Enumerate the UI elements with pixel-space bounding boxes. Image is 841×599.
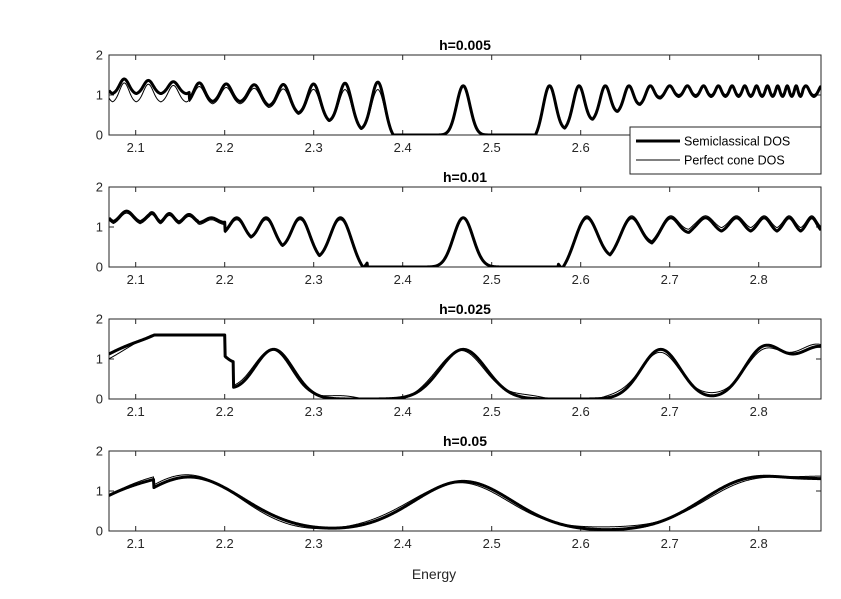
- x-tick-label: 2.1: [127, 404, 145, 419]
- x-tick-label: 2.6: [572, 272, 590, 287]
- x-tick-label: 2.3: [305, 404, 323, 419]
- legend: Semiclassical DOS Perfect cone DOS: [629, 126, 822, 175]
- panel-3: 2.1 2.2 2.3 2.4 2.5 2.6 2.7 2.8 0 1 2 h=0.025: [96, 301, 822, 419]
- panel-2: 2.1 2.2 2.3 2.4 2.5 2.6 2.7 2.8 0 1 2 h=0.01: [96, 169, 822, 287]
- x-tick-label: 2.4: [394, 536, 412, 551]
- x-tick-label: 2.3: [305, 140, 323, 155]
- x-tick-label: 2.2: [216, 404, 234, 419]
- legend-box: [629, 126, 822, 175]
- x-tick-label: 2.7: [661, 404, 679, 419]
- panel-title: h=0.025: [439, 301, 491, 317]
- x-tick-label: 2.8: [750, 536, 768, 551]
- y-tick-label: 2: [96, 444, 103, 459]
- x-tick-label: 2.7: [661, 272, 679, 287]
- perfect-cone-dos-line: [109, 334, 821, 399]
- x-axis-label-group: Energy: [412, 566, 456, 582]
- y-tick-label: 2: [96, 312, 103, 327]
- x-tick-label: 2.5: [483, 140, 501, 155]
- x-tick-label: 2.1: [127, 536, 145, 551]
- x-tick-label: 2.2: [216, 272, 234, 287]
- legend-entry-perfect-cone: Perfect cone DOS: [684, 154, 785, 168]
- panel-title: h=0.01: [443, 169, 487, 185]
- semiclassical-dos-line: [109, 333, 821, 399]
- x-tick-label: 2.4: [394, 140, 412, 155]
- y-tick-label: 0: [96, 392, 103, 407]
- y-tick-label: 1: [96, 220, 103, 235]
- semiclassical-dos-line: [109, 209, 821, 267]
- y-tick-label: 0: [96, 260, 103, 275]
- x-tick-label: 2.8: [750, 404, 768, 419]
- y-tick-label: 1: [96, 88, 103, 103]
- y-tick-label: 1: [96, 484, 103, 499]
- perfect-cone-dos-line: [109, 212, 821, 267]
- panel-title: h=0.005: [439, 37, 491, 53]
- x-tick-label: 2.1: [127, 272, 145, 287]
- x-tick-label: 2.7: [661, 536, 679, 551]
- x-tick-label: 2.5: [483, 404, 501, 419]
- x-tick-label: 2.8: [750, 272, 768, 287]
- x-tick-label: 2.6: [572, 404, 590, 419]
- panel-axes-box: [108, 318, 822, 400]
- y-tick-label: 0: [96, 128, 103, 143]
- y-tick-label: 1: [96, 352, 103, 367]
- x-tick-label: 2.5: [483, 272, 501, 287]
- y-tick-label: 0: [96, 524, 103, 539]
- semiclassical-dos-line: [109, 77, 821, 135]
- x-tick-label: 2.2: [216, 140, 234, 155]
- x-tick-label: 2.2: [216, 536, 234, 551]
- legend-entry-semiclassical: Semiclassical DOS: [684, 135, 790, 149]
- x-tick-label: 2.4: [394, 404, 412, 419]
- panel-title: h=0.05: [443, 433, 487, 449]
- panel-4: 2.1 2.2 2.3 2.4 2.5 2.6 2.7 2.8 0 1 2 h=0.05: [96, 433, 822, 551]
- y-tick-label: 2: [96, 180, 103, 195]
- x-tick-label: 2.5: [483, 536, 501, 551]
- y-tick-label: 2: [96, 48, 103, 63]
- x-tick-label: 2.4: [394, 272, 412, 287]
- semiclassical-dos-line: [109, 474, 821, 531]
- x-tick-label: 2.1: [127, 140, 145, 155]
- x-tick-label: 2.6: [572, 536, 590, 551]
- x-tick-label: 2.3: [305, 272, 323, 287]
- panels: 2.1 2.2 2.3 2.4 2.5 2.6 2.7 2.8 0 1 2 h=0.005 2.1 2.2…: [96, 37, 822, 551]
- x-axis-label: Energy: [412, 566, 456, 582]
- x-tick-label: 2.6: [572, 140, 590, 155]
- x-tick-label: 2.3: [305, 536, 323, 551]
